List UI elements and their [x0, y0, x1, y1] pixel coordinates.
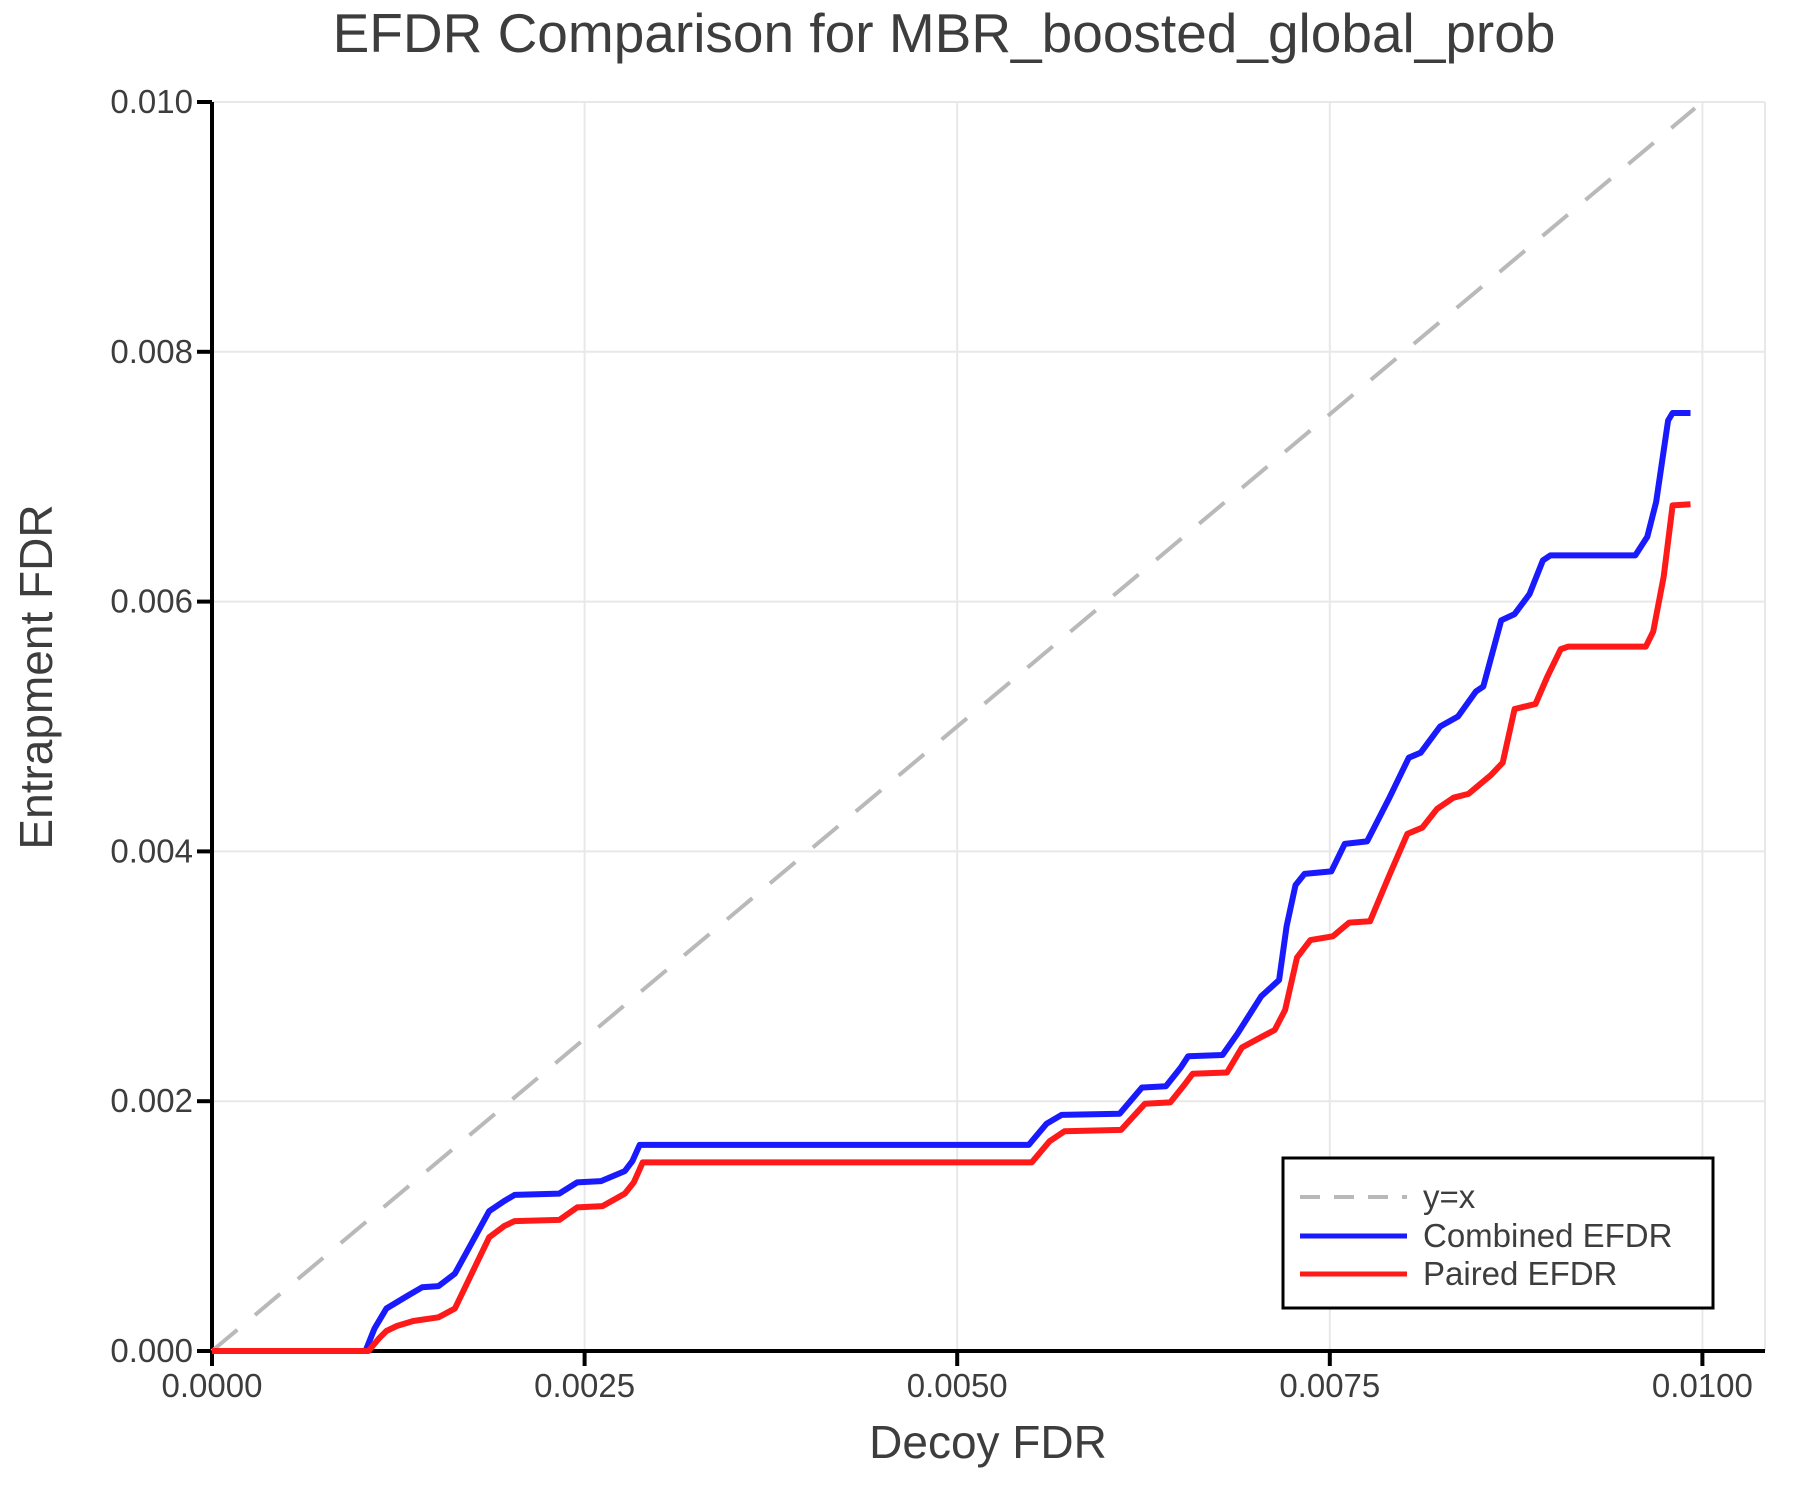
legend-label: Combined EFDR [1423, 1217, 1672, 1254]
x-tick-label: 0.0075 [1279, 1367, 1380, 1404]
y-tick-label: 0.006 [110, 583, 193, 620]
x-tick-label: 0.0050 [907, 1367, 1008, 1404]
series-lines [210, 106, 1697, 1354]
y-tick-label: 0.004 [110, 832, 193, 869]
y-tick-label: 0.000 [110, 1332, 193, 1369]
x-tick-label: 0.0000 [162, 1367, 263, 1404]
y-tick-label: 0.010 [110, 83, 193, 120]
series-line-paired-efdr [212, 501, 1691, 1354]
legend-label: Paired EFDR [1423, 1255, 1617, 1292]
chart-title: EFDR Comparison for MBR_boosted_global_p… [333, 2, 1556, 64]
series-line-y-x [210, 106, 1697, 1353]
x-tick-label: 0.0100 [1652, 1367, 1753, 1404]
legend-box [1281, 1156, 1715, 1310]
y-axis-label: Entrapment FDR [10, 504, 62, 849]
y-tick-label: 0.002 [110, 1082, 193, 1119]
x-axis-label: Decoy FDR [869, 1416, 1107, 1468]
y-tick-label: 0.008 [110, 333, 193, 370]
legend-label: y=x [1423, 1178, 1476, 1215]
series-line-combined-efdr [212, 410, 1691, 1354]
axes: 0.0000 0.0025 0.0050 0.0075 0.0100 0.000 0.002… [110, 83, 1765, 1404]
x-tick-label: 0.0025 [534, 1367, 635, 1404]
